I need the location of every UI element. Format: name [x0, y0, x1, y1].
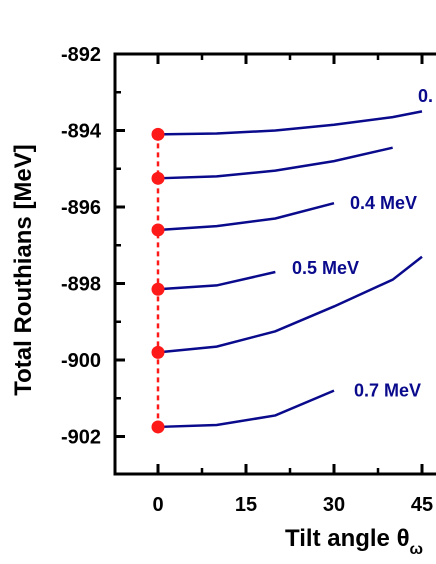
y-tick-label: -902 [61, 427, 101, 449]
series-line-4 [157, 255, 423, 354]
series-line-5 [157, 389, 335, 429]
x-tick-label: 0 [152, 494, 163, 516]
series-line-0 [157, 110, 423, 136]
x-axis-title-main: Tilt angle θ [285, 525, 410, 552]
x-axis-title-subscript: ω [410, 541, 424, 558]
ticks: -892 -894 -896 -898 -900 -902 0 15 30 45 [61, 44, 433, 516]
axes [113, 52, 436, 476]
data-point [151, 345, 165, 359]
y-tick-label: -896 [61, 197, 101, 219]
x-tick-label: 30 [323, 494, 345, 516]
series-line-1 [157, 146, 393, 180]
data-point [151, 127, 165, 141]
series-label-3: 0.5 MeV [292, 258, 359, 278]
series-line-2 [157, 201, 335, 232]
series-label-0: 0. [418, 86, 433, 106]
x-tick-label: 45 [411, 494, 433, 516]
series-line-3 [157, 270, 276, 291]
markers [151, 127, 165, 434]
series-label-2: 0.4 MeV [350, 193, 417, 213]
data-point [151, 223, 165, 237]
series-lines [157, 110, 423, 429]
x-axis-title: Tilt angle θω [285, 525, 423, 558]
y-tick-label: -892 [61, 44, 101, 66]
series-labels: 0. 0.4 MeV 0.5 MeV 0.7 MeV [292, 86, 433, 401]
series-label-5: 0.7 MeV [354, 381, 421, 401]
y-tick-label: -894 [61, 121, 102, 143]
y-tick-label: -898 [61, 274, 101, 296]
data-point [151, 282, 165, 296]
y-tick-label: -900 [61, 350, 101, 372]
data-point [151, 420, 165, 434]
y-axis-title: Total Routhians [MeV] [10, 144, 37, 396]
data-point [151, 171, 165, 185]
x-tick-label: 15 [235, 494, 257, 516]
